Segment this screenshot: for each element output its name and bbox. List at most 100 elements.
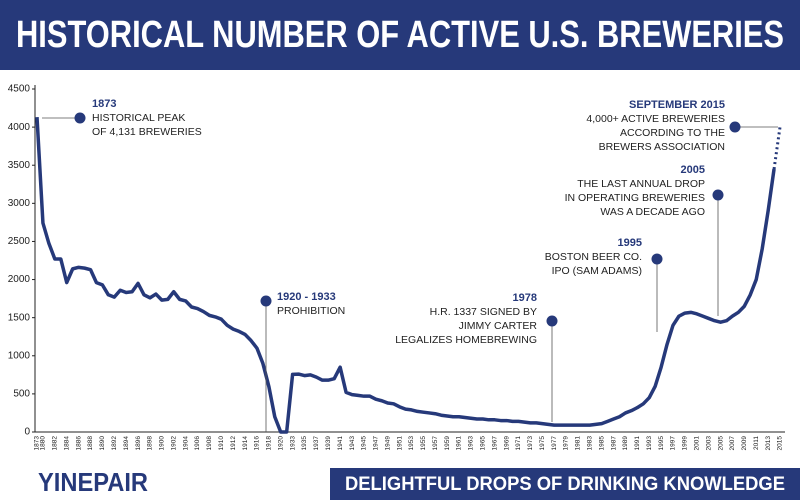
- x-tick-label: 1983: [587, 436, 594, 451]
- annotation-text: 4,000+ ACTIVE BREWERIES: [586, 113, 725, 125]
- y-tick-label: 4000: [8, 122, 31, 133]
- x-tick-label: 1888: [87, 436, 94, 451]
- x-tick-label: 2013: [765, 436, 772, 451]
- annotation-text: ACCORDING TO THE: [620, 127, 725, 139]
- tagline: DELIGHTFUL DROPS OF DRINKING KNOWLEDGE: [345, 474, 785, 495]
- y-tick-label: 1000: [8, 350, 31, 361]
- x-tick-label: 2009: [741, 436, 748, 451]
- data-line: [35, 117, 776, 434]
- y-tick-label: 3500: [8, 160, 31, 171]
- x-tick-label: 1975: [539, 436, 546, 451]
- x-tick-label: 1991: [634, 436, 641, 451]
- x-tick-label: 1890: [99, 436, 106, 451]
- x-tick-label: 1945: [361, 436, 368, 451]
- annotation-dot: [546, 315, 558, 327]
- x-tick-label: 1977: [551, 436, 558, 451]
- y-tick-label: 500: [13, 389, 30, 400]
- annotation-title: 1873: [92, 98, 116, 110]
- annotation-text: LEGALIZES HOMEBREWING: [395, 334, 537, 346]
- x-tick-label: 2003: [705, 436, 712, 451]
- x-tick-label: 1937: [313, 436, 320, 451]
- annotation-title: 2005: [681, 164, 705, 176]
- x-tick-label: 1989: [622, 436, 629, 451]
- x-tick-label: 1920: [277, 436, 284, 451]
- x-tick-label: 1904: [182, 436, 189, 451]
- x-tick-label: 1908: [206, 436, 213, 451]
- annotation-dot: [260, 295, 272, 307]
- y-tick-label: 1500: [8, 312, 31, 323]
- tagline-box: [330, 468, 800, 500]
- x-tick-label: 1935: [301, 436, 308, 451]
- y-tick-label: 4500: [8, 84, 31, 95]
- title-banner: [0, 0, 800, 70]
- x-tick-label: 1892: [111, 436, 118, 451]
- x-tick-label: 1912: [230, 436, 237, 451]
- data-line-projected: [772, 126, 782, 170]
- x-tick-label: 1967: [491, 436, 498, 451]
- annotation-text: IN OPERATING BREWERIES: [565, 192, 705, 204]
- x-tick-label: 1951: [396, 436, 403, 451]
- x-tick-label: 1981: [575, 436, 582, 451]
- annotation-text: IPO (SAM ADAMS): [552, 265, 642, 277]
- annotation-text: JIMMY CARTER: [459, 320, 538, 332]
- annotation-text: THE LAST ANNUAL DROP: [577, 178, 705, 190]
- x-tick-label: 1985: [598, 436, 605, 451]
- x-tick-label: 1873: [34, 436, 41, 451]
- x-tick-label: 1896: [135, 436, 142, 451]
- x-tick-label: 1910: [218, 436, 225, 451]
- x-tick-label: 1995: [658, 436, 665, 451]
- x-tick-label: 1979: [563, 436, 570, 451]
- x-tick-label: 2007: [729, 436, 736, 451]
- annotation-title: 1920 - 1933: [277, 291, 336, 303]
- x-tick-label: 1941: [337, 436, 344, 451]
- x-tick-label: 1914: [242, 436, 249, 451]
- x-tick-label: 1939: [325, 436, 332, 451]
- x-tick-label: 1882: [52, 436, 59, 451]
- annotation-dot: [712, 189, 724, 201]
- x-tick-label: 1955: [420, 436, 427, 451]
- annotation-dot: [729, 121, 741, 133]
- x-tick-label: 1898: [147, 436, 154, 451]
- annotation-dot: [74, 112, 86, 124]
- y-tick-label: 3000: [8, 198, 31, 209]
- brand: YINEPAIR: [38, 467, 148, 497]
- x-tick-label: 1953: [408, 436, 415, 451]
- y-tick-label: 2500: [8, 236, 31, 247]
- annotation-title: 1995: [618, 237, 642, 249]
- x-tick-label: 1961: [456, 436, 463, 451]
- annotation-title: 1978: [513, 292, 537, 304]
- x-tick-label: 1959: [444, 436, 451, 451]
- annotation-text: H.R. 1337 SIGNED BY: [430, 306, 537, 318]
- x-tick-label: 1949: [384, 436, 391, 451]
- x-tick-label: 1997: [670, 436, 677, 451]
- x-tick-label: 1886: [75, 436, 82, 451]
- annotation-text: WAS A DECADE AGO: [600, 206, 705, 218]
- x-tick-label: 1943: [349, 436, 356, 451]
- annotation-text: PROHIBITION: [277, 305, 345, 317]
- x-tick-label: 2005: [717, 436, 724, 451]
- x-tick-label: 2001: [694, 436, 701, 451]
- y-tick-label: 2000: [8, 274, 31, 285]
- x-tick-label: 1918: [266, 436, 273, 451]
- y-tick-label: 0: [24, 427, 30, 438]
- chart-title: HISTORICAL NUMBER OF ACTIVE U.S. BREWERI…: [16, 14, 784, 56]
- x-tick-label: 1880: [40, 436, 47, 451]
- x-tick-label: 1999: [682, 436, 689, 451]
- x-tick-label: 1957: [432, 436, 439, 451]
- x-tick-label: 1987: [610, 436, 617, 451]
- x-tick-label: 1969: [503, 436, 510, 451]
- x-tick-label: 1902: [170, 436, 177, 451]
- annotation-text: BREWERS ASSOCIATION: [599, 141, 725, 153]
- x-tick-label: 1971: [515, 436, 522, 451]
- x-tick-label: 1916: [254, 436, 261, 451]
- annotation-dot: [651, 253, 663, 265]
- annotation-text: OF 4,131 BREWERIES: [92, 126, 202, 138]
- annotation-text: BOSTON BEER CO.: [545, 251, 642, 263]
- x-tick-label: 1933: [289, 436, 296, 451]
- x-tick-label: 2011: [753, 436, 760, 450]
- x-tick-label: 1884: [63, 436, 70, 451]
- x-tick-label: 1900: [159, 436, 166, 451]
- x-tick-label: 1894: [123, 436, 130, 451]
